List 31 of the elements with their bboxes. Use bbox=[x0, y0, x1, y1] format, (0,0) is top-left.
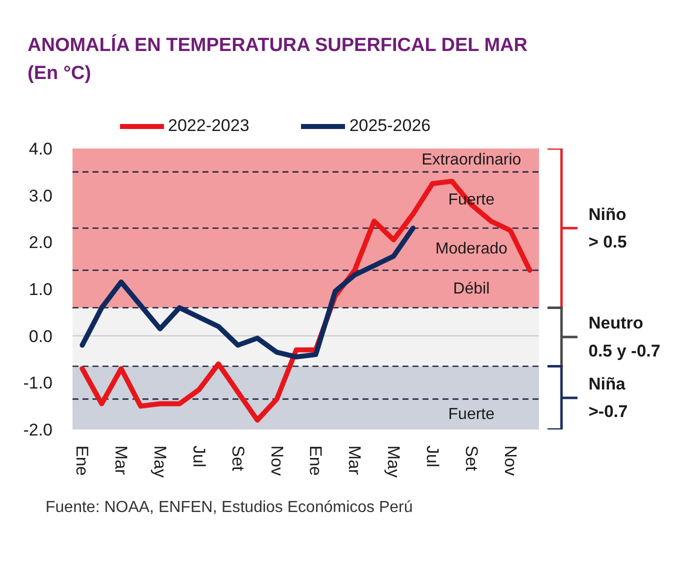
legend-label: 2025-2026 bbox=[349, 116, 431, 136]
y-tick-label: 3.0 bbox=[28, 186, 53, 206]
x-tick-label: Nov bbox=[500, 446, 520, 476]
band-label: Niña >-0.7 bbox=[588, 374, 628, 422]
x-tick-label: Mar bbox=[112, 446, 131, 476]
ref-line-label: Débil bbox=[453, 280, 490, 298]
x-tick-label: Mar bbox=[345, 446, 364, 476]
ref-line-label: Fuerte bbox=[448, 406, 495, 423]
ref-line-label: Extraordinario bbox=[422, 152, 522, 169]
chart-subtitle: (En °C) bbox=[28, 63, 92, 84]
x-tick-label: Set bbox=[228, 446, 248, 472]
ref-line-label: Moderado bbox=[435, 240, 508, 258]
x-tick-label: May bbox=[150, 446, 170, 478]
y-tick-label: 1.0 bbox=[28, 280, 53, 299]
chart-title: ANOMALÍA EN TEMPERATURA SUPERFICAL DEL MAR bbox=[28, 34, 528, 56]
y-tick-label: 2.0 bbox=[28, 233, 53, 252]
source-note: Fuente: NOAA, ENFEN, Estudios Económicos Perú bbox=[46, 499, 413, 516]
band-label: Niño > 0.5 bbox=[588, 204, 627, 252]
band-label: Neutro 0.5 y -0.7 bbox=[588, 314, 660, 360]
x-tick-label: May bbox=[384, 446, 404, 478]
y-tick-label: -2.0 bbox=[23, 420, 53, 440]
y-tick-label: 4.0 bbox=[28, 140, 53, 158]
x-tick-label: Ene bbox=[306, 446, 326, 476]
legend-label: 2022-2023 bbox=[168, 116, 250, 136]
x-tick-label: Set bbox=[462, 446, 481, 472]
y-tick-label: -1.0 bbox=[23, 374, 53, 393]
x-tick-label: Jul bbox=[189, 446, 208, 468]
x-tick-label: Ene bbox=[72, 446, 92, 476]
x-tick-label: Nov bbox=[267, 446, 286, 476]
y-tick-label: 0.0 bbox=[28, 326, 53, 346]
x-tick-label: Jul bbox=[422, 446, 442, 468]
